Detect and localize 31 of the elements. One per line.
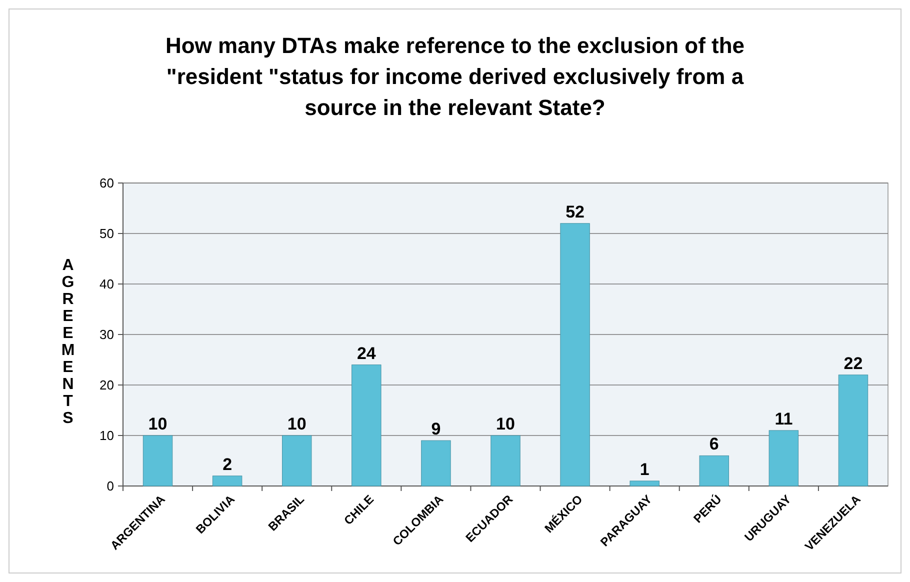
y-tick-label: 10	[100, 428, 114, 444]
y-tick-label: 50	[100, 226, 114, 242]
bar	[142, 435, 173, 486]
bar	[352, 364, 382, 486]
bar	[490, 435, 520, 486]
data-label: 22	[844, 354, 863, 373]
data-label: 9	[431, 420, 441, 439]
data-label: 2	[222, 454, 232, 474]
data-label: 52	[566, 202, 585, 222]
data-label: 10	[287, 414, 306, 434]
text: AGREEMENTS	[61, 257, 75, 427]
bar	[560, 223, 590, 486]
y-tick-label: 40	[100, 276, 114, 292]
data-label: 11	[774, 409, 793, 428]
data-label: 24	[356, 344, 376, 363]
bar	[768, 430, 799, 486]
data-label: 1	[640, 460, 650, 479]
y-tick-label: 30	[100, 327, 114, 342]
y-tick-label: 0	[106, 478, 114, 494]
bar	[282, 435, 312, 486]
bar	[699, 455, 729, 486]
bar	[421, 440, 451, 486]
y-tick-label: 60	[100, 176, 114, 191]
data-label: 6	[709, 434, 719, 454]
bar	[630, 480, 660, 486]
data-label: 10	[496, 414, 515, 434]
y-tick-label: 20	[100, 378, 114, 393]
data-label: 10	[148, 414, 168, 434]
chart-title: How many DTAs make reference to the exclusion of the "resident "status for income derived exclusively from a source in the relevant State?	[165, 33, 745, 120]
bar	[212, 476, 242, 486]
bar	[838, 374, 868, 486]
